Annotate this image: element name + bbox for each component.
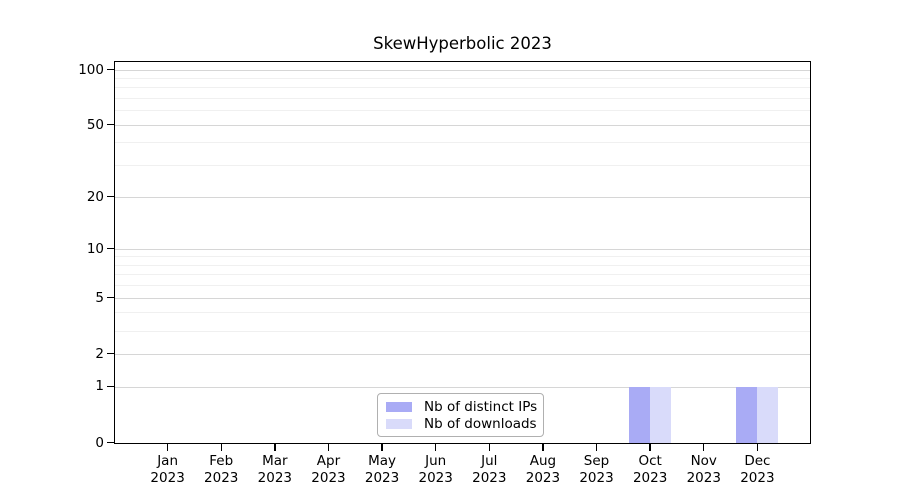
x-tick-month: May xyxy=(368,453,397,469)
y-gridline-major xyxy=(115,248,810,250)
x-tick-label: Jun 2023 xyxy=(404,453,468,486)
x-tick-month: Feb xyxy=(209,453,234,469)
y-tick-mark xyxy=(107,385,114,388)
x-tick-label: Sep 2023 xyxy=(565,453,629,486)
x-tick-mark xyxy=(703,444,705,451)
y-gridline-minor xyxy=(115,256,810,258)
x-tick-month: Apr xyxy=(316,453,341,469)
x-tick-mark xyxy=(756,444,759,451)
y-gridline-minor xyxy=(115,78,810,80)
x-tick-label: Aug 2023 xyxy=(511,453,575,486)
y-tick-label: 20 xyxy=(86,188,104,205)
x-tick-mark xyxy=(220,444,222,451)
x-tick-mark xyxy=(166,444,169,451)
legend-item: Nb of downloads xyxy=(386,416,537,432)
y-gridline-minor xyxy=(115,285,810,287)
x-tick-label: May 2023 xyxy=(350,453,414,486)
x-tick-year: 2023 xyxy=(632,469,668,486)
x-tick-mark xyxy=(649,444,651,451)
y-tick-label: 100 xyxy=(78,61,104,78)
y-tick-label: 1 xyxy=(95,378,104,395)
y-gridline-minor xyxy=(115,312,810,314)
bar-distinct-ips xyxy=(628,387,650,443)
y-tick-label: 10 xyxy=(86,240,104,257)
x-tick-mark xyxy=(381,444,383,451)
x-tick-mark xyxy=(488,444,490,451)
bar-distinct-ips xyxy=(735,387,757,443)
x-tick-year: 2023 xyxy=(525,469,561,486)
legend: Nb of distinct IPs Nb of downloads xyxy=(377,393,544,437)
x-tick-month: Mar xyxy=(262,453,288,469)
y-gridline-major xyxy=(115,297,810,299)
y-tick-label: 50 xyxy=(86,116,104,133)
x-tick-mark xyxy=(327,444,330,451)
x-tick-month: Jul xyxy=(481,453,498,469)
x-tick-year: 2023 xyxy=(150,469,185,486)
x-tick-label: Jan 2023 xyxy=(136,453,200,486)
x-tick-label: Oct 2023 xyxy=(618,453,682,486)
x-tick-month: Aug xyxy=(529,453,557,469)
y-gridline-major xyxy=(115,124,810,126)
legend-label-downloads: Nb of downloads xyxy=(424,416,537,432)
x-tick-mark xyxy=(434,444,437,451)
y-gridline-minor xyxy=(115,330,810,332)
y-tick-mark xyxy=(107,441,114,444)
x-tick-month: Dec xyxy=(744,453,771,469)
legend-item: Nb of distinct IPs xyxy=(386,399,538,415)
x-tick-mark xyxy=(595,444,598,451)
chart-title: SkewHyperbolic 2023 xyxy=(373,34,552,53)
y-tick-mark xyxy=(107,68,114,71)
x-tick-year: 2023 xyxy=(472,469,507,486)
x-tick-year: 2023 xyxy=(311,469,346,486)
x-tick-year: 2023 xyxy=(418,469,453,486)
x-tick-label: Dec 2023 xyxy=(725,453,789,486)
y-tick-mark xyxy=(107,124,114,126)
y-tick-label: 2 xyxy=(95,345,104,362)
x-tick-year: 2023 xyxy=(204,469,239,486)
y-tick-label: 5 xyxy=(95,289,104,306)
legend-label-distinct-ips: Nb of distinct IPs xyxy=(424,399,538,415)
x-tick-year: 2023 xyxy=(686,469,721,486)
x-tick-label: Feb 2023 xyxy=(189,453,253,486)
x-tick-label: Nov 2023 xyxy=(672,453,736,486)
y-gridline-minor xyxy=(115,98,810,100)
legend-swatch-downloads xyxy=(386,419,412,429)
x-tick-year: 2023 xyxy=(257,469,293,486)
bar-downloads xyxy=(756,387,778,443)
y-gridline-minor xyxy=(115,142,810,144)
y-gridline-major xyxy=(115,196,810,198)
x-tick-mark xyxy=(542,444,544,451)
y-gridline-minor xyxy=(115,264,810,266)
x-tick-label: Mar 2023 xyxy=(243,453,307,486)
y-gridline-minor xyxy=(115,165,810,167)
y-gridline-minor xyxy=(115,274,810,276)
x-tick-month: Jan xyxy=(157,453,179,469)
y-tick-mark xyxy=(107,248,114,250)
x-tick-month: Jun xyxy=(425,453,447,469)
y-gridline-major xyxy=(115,386,810,388)
y-tick-label: 0 xyxy=(95,434,104,451)
plot-area xyxy=(114,61,811,444)
y-tick-mark xyxy=(107,195,114,198)
x-tick-year: 2023 xyxy=(740,469,775,486)
y-gridline-major xyxy=(115,353,810,355)
x-tick-month: Sep xyxy=(583,453,610,469)
x-tick-month: Nov xyxy=(690,453,717,469)
x-tick-month: Oct xyxy=(638,453,662,469)
bar-downloads xyxy=(649,387,671,443)
y-gridline-minor xyxy=(115,87,810,89)
x-tick-year: 2023 xyxy=(364,469,400,486)
x-tick-mark xyxy=(274,444,276,451)
y-tick-mark xyxy=(107,297,114,299)
x-tick-label: Apr 2023 xyxy=(296,453,360,486)
legend-swatch-distinct-ips xyxy=(386,402,412,412)
x-tick-year: 2023 xyxy=(579,469,614,486)
x-tick-label: Jul 2023 xyxy=(457,453,521,486)
y-gridline-minor xyxy=(115,110,810,112)
y-tick-mark xyxy=(107,353,114,355)
y-gridline-major xyxy=(115,69,810,71)
